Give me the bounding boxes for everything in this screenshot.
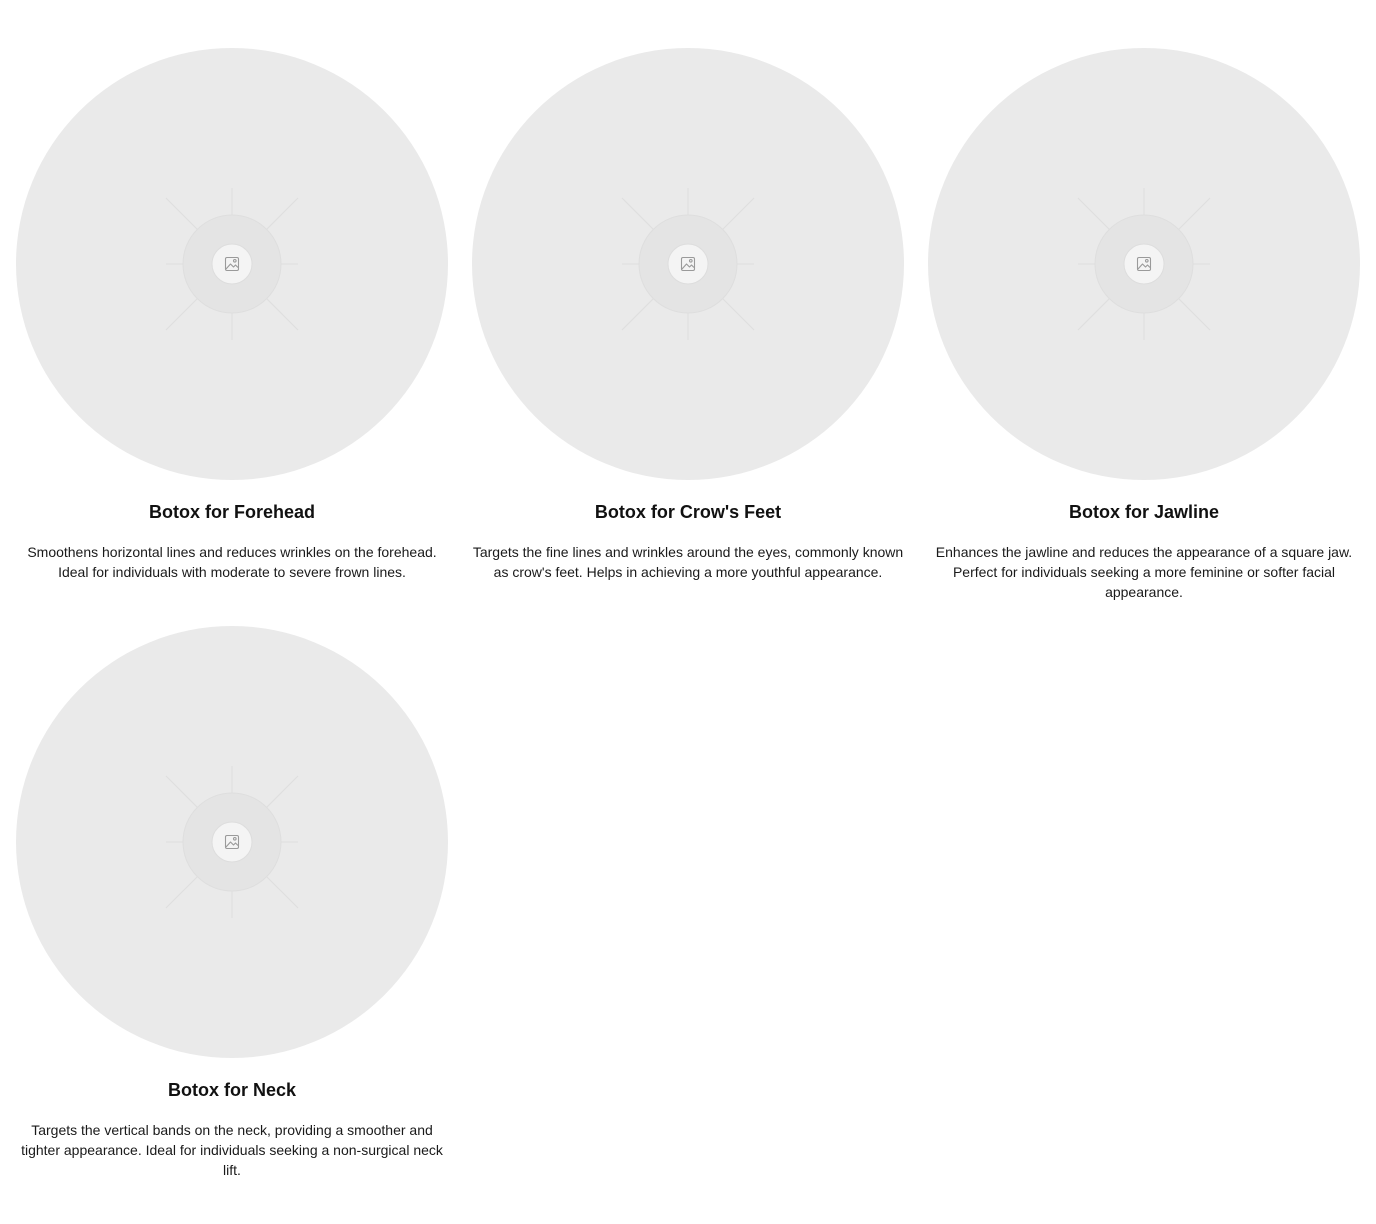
treatment-card-forehead: Botox for Forehead Smoothens horizontal … [16,48,448,602]
treatment-image [928,48,1360,480]
treatment-description: Targets the vertical bands on the neck, … [21,1122,443,1178]
treatment-description: Enhances the jawline and reduces the app… [935,544,1353,600]
treatment-title: Botox for Crow's Feet [594,502,782,522]
treatment-description: Smoothens horizontal lines and reduces w… [27,544,437,580]
treatment-title: Botox for Forehead [148,502,315,522]
image-placeholder-icon [1077,188,1211,340]
treatment-card-neck: Botox for Neck Targets the vertical band… [16,626,448,1180]
image-placeholder-icon [621,188,755,340]
image-placeholder-icon [165,188,299,340]
treatment-image [472,48,904,480]
treatments-grid: Botox for Forehead Smoothens horizontal … [16,48,1360,1180]
treatment-image [16,626,448,1058]
treatment-card-jawline: Botox for Jawline Enhances the jawline a… [928,48,1360,602]
treatment-card-crows-feet: Botox for Crow's Feet Targets the fine l… [472,48,904,602]
image-placeholder-icon [165,766,299,918]
treatment-description: Targets the fine lines and wrinkles arou… [472,544,904,580]
treatment-image [16,48,448,480]
treatment-title: Botox for Jawline [1068,502,1220,522]
treatment-title: Botox for Neck [167,1080,297,1100]
